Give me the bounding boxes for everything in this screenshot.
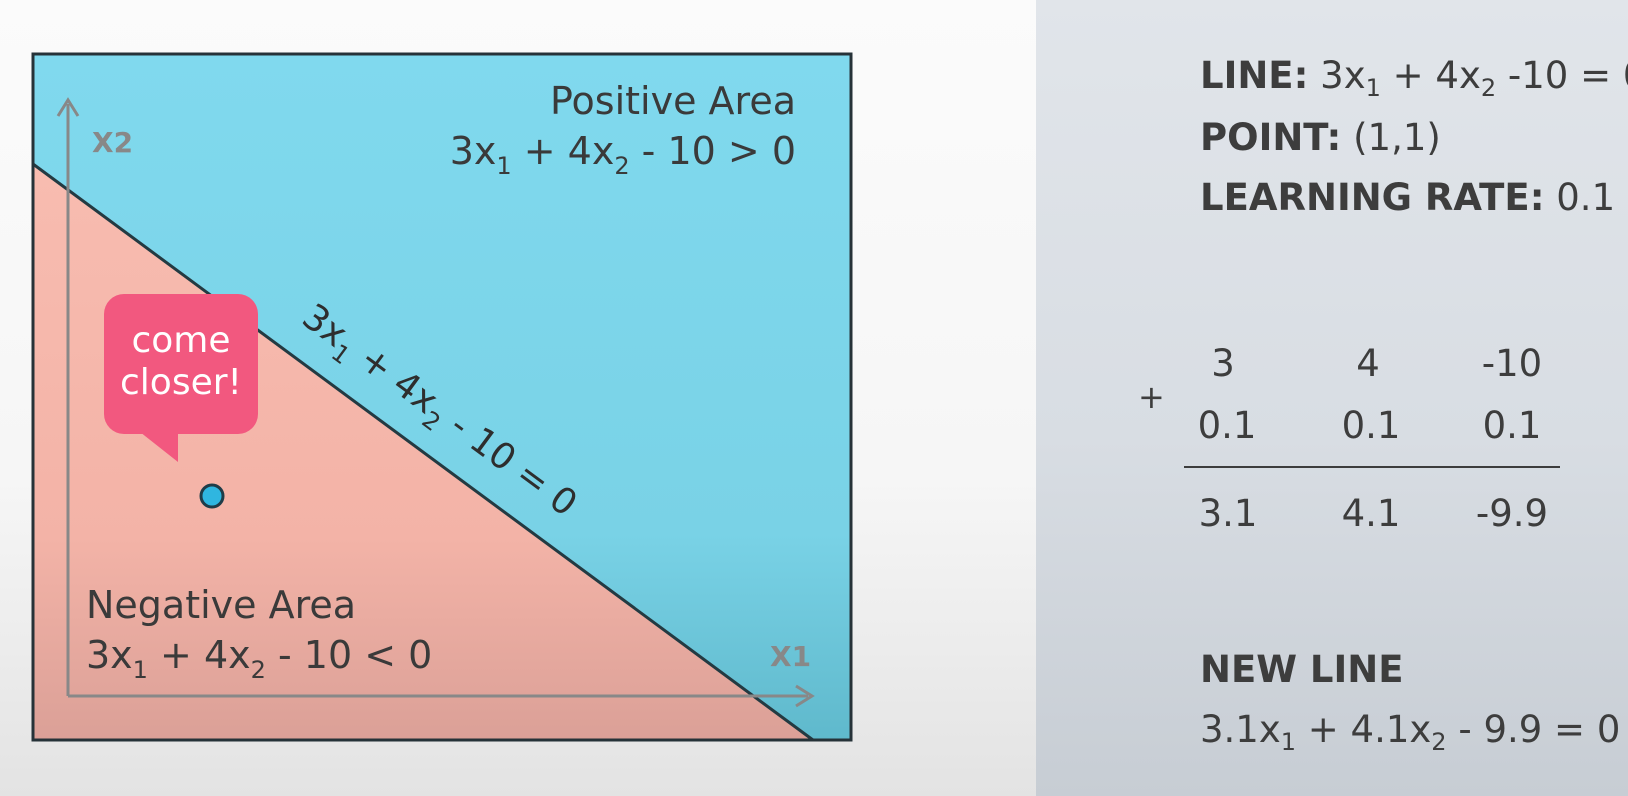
plus-sign: + (1138, 378, 1165, 416)
y-axis-label: X2 (92, 126, 133, 159)
result-col3: -9.9 (1452, 492, 1572, 535)
result-col2: 4.1 (1311, 492, 1431, 535)
positive-area-title: Positive Area (550, 79, 796, 123)
learning-rate-info: LEARNING RATE: 0.1 (1200, 176, 1615, 219)
speech-bubble-line2: closer! (120, 362, 242, 403)
x-axis-label: X1 (770, 640, 811, 673)
row2-col2: 0.1 (1311, 404, 1431, 447)
speech-bubble-line1: come (131, 320, 230, 361)
point-label: POINT: (1200, 116, 1341, 159)
row2-col1: 0.1 (1167, 404, 1287, 447)
negative-area-title: Negative Area (86, 583, 356, 627)
sum-divider (1184, 466, 1560, 468)
learning-rate-value: 0.1 (1556, 176, 1615, 219)
row1-col1: 3 (1163, 342, 1283, 385)
new-line-label: NEW LINE (1200, 648, 1404, 691)
new-line-equation: 3.1x1 + 4.1x2 - 9.9 = 0 (1200, 708, 1620, 756)
row1-col3: -10 (1452, 342, 1572, 385)
perceptron-diagram: X2 X1 Positive Area 3x1 + 4x2 - 10 > 0 N… (0, 0, 1036, 796)
result-col1: 3.1 (1168, 492, 1288, 535)
line-label: LINE: (1200, 54, 1308, 97)
row1-col2: 4 (1308, 342, 1428, 385)
row2-col3: 0.1 (1452, 404, 1572, 447)
line-info: LINE: 3x1 + 4x2 -10 = 0 (1200, 54, 1628, 102)
learning-rate-label: LEARNING RATE: (1200, 176, 1545, 219)
point-value: (1,1) (1353, 116, 1441, 159)
line-equation: 3x1 + 4x2 -10 = 0 (1320, 54, 1628, 97)
point-info: POINT: (1,1) (1200, 116, 1441, 159)
data-point (201, 485, 223, 507)
